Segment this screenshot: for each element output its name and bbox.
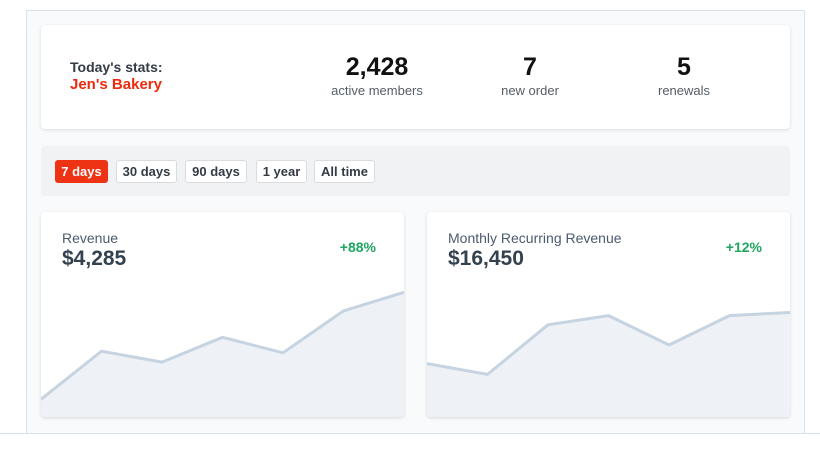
sparkline-line	[427, 311, 790, 376]
stats-label: Today's stats:	[70, 59, 163, 75]
revenue-chart-card[interactable]: Revenue $4,285 +88%	[41, 212, 404, 417]
stat-new-order: 7 new order	[460, 51, 600, 99]
time-range-filter-bar: 7 days 30 days 90 days 1 year All time	[41, 146, 790, 196]
stat-label: active members	[331, 83, 423, 98]
stat-renewals: 5 renewals	[614, 51, 754, 99]
filter-30-days-button[interactable]: 30 days	[116, 160, 177, 183]
stat-value: 5	[677, 53, 691, 81]
filter-7-days-button[interactable]: 7 days	[55, 160, 108, 183]
stat-label: renewals	[657, 83, 711, 98]
today-stats-card: Today's stats: Jen's Bakery 2,428 active…	[41, 25, 790, 129]
divider	[0, 433, 820, 434]
filter-all-time-button[interactable]: All time	[314, 160, 375, 183]
stats-heading: Today's stats: Jen's Bakery	[70, 58, 163, 94]
filter-90-days-button[interactable]: 90 days	[185, 160, 247, 183]
sparkline-line	[41, 290, 404, 401]
chart-value: $4,285	[62, 247, 127, 270]
stat-label: new order	[501, 83, 559, 98]
sparkline-area	[427, 312, 790, 417]
sparkline-area	[41, 292, 404, 417]
chart-title: Monthly Recurring Revenue	[448, 230, 622, 246]
filter-1-year-button[interactable]: 1 year	[256, 160, 307, 183]
revenue-sparkline	[41, 290, 404, 417]
chart-change-badge: +88%	[339, 239, 376, 255]
mrr-sparkline	[427, 311, 790, 417]
chart-change-badge: +12%	[725, 239, 762, 255]
chart-title: Revenue	[62, 230, 119, 246]
mrr-chart-card[interactable]: Monthly Recurring Revenue $16,450 +12%	[427, 212, 790, 417]
business-name: Jen's Bakery	[70, 76, 162, 93]
stat-value: 7	[523, 53, 537, 81]
chart-value: $16,450	[448, 247, 524, 270]
stat-value: 2,428	[345, 53, 409, 81]
stat-active-members: 2,428 active members	[307, 51, 447, 99]
